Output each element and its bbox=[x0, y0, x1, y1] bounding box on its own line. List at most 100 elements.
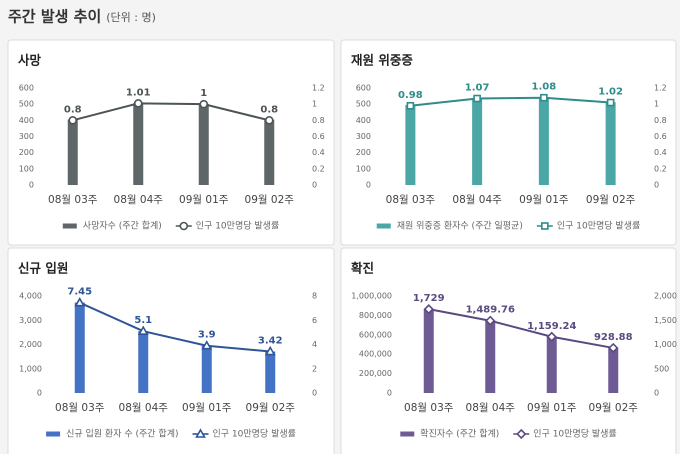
legend-item: 신규 입원 환자 수 (주간 합계) bbox=[46, 428, 179, 440]
chart-panel: 사망 0 100 200 300 400 500 600 0 0.2 0.4 0.6 0.8 1 1.2 08… bbox=[7, 39, 335, 246]
y2-tick-label: 0.6 bbox=[654, 132, 667, 141]
y2-tick-label: 0.6 bbox=[312, 132, 325, 141]
data-label: 0.8 bbox=[260, 104, 278, 115]
line-point bbox=[264, 116, 274, 125]
legend-label: 사망자수 (주간 합계) bbox=[83, 220, 162, 232]
y-tick-label: 100 bbox=[356, 164, 371, 173]
line-point bbox=[137, 325, 149, 335]
data-label: 1.08 bbox=[532, 82, 557, 93]
x-tick-label: 09월 02주 bbox=[245, 194, 295, 206]
legend-label: 확진자수 (주간 합계) bbox=[420, 428, 499, 440]
x-tick-label: 08월 03주 bbox=[48, 194, 98, 206]
y2-tick-label: 4 bbox=[312, 340, 317, 349]
legend-label: 인구 10만명당 발생률 bbox=[213, 429, 296, 440]
x-tick-label: 09월 01주 bbox=[527, 402, 577, 414]
y-tick-label: 500 bbox=[19, 100, 34, 109]
y2-tick-label: 0.2 bbox=[654, 164, 667, 173]
y2-tick-label: 0.8 bbox=[654, 116, 667, 125]
legend-item: 인구 10만명당 발생률 bbox=[513, 429, 617, 440]
y-tick-label: 400 bbox=[19, 116, 34, 125]
y-tick-label: 400,000 bbox=[359, 350, 392, 359]
x-tick-label: 09월 01주 bbox=[519, 194, 569, 206]
x-tick-label: 08월 03주 bbox=[404, 402, 454, 414]
legend-label: 재원 위중증 환자수 (주간 일평균) bbox=[397, 220, 523, 232]
line-point bbox=[546, 331, 557, 342]
x-tick-label: 08월 04주 bbox=[119, 402, 169, 414]
chart-panel: 재원 위중증 0 100 200 300 400 500 600 0 0.2 0.4 0.6 0.8 1 1… bbox=[340, 39, 677, 246]
page-title: 주간 발생 추이 bbox=[8, 8, 101, 26]
line-point bbox=[179, 221, 189, 231]
line-point bbox=[195, 428, 206, 438]
line-point bbox=[606, 98, 615, 107]
line-point bbox=[485, 315, 496, 326]
data-label: 7.45 bbox=[67, 287, 92, 298]
y2-tick-label: 0.4 bbox=[312, 148, 325, 157]
line bbox=[72, 102, 270, 122]
data-label: 1,729 bbox=[413, 293, 445, 304]
bar bbox=[423, 309, 434, 393]
line-point bbox=[608, 342, 619, 354]
data-label: 0.98 bbox=[398, 90, 423, 101]
y2-tick-label: 0.2 bbox=[312, 164, 325, 173]
legend-label: 인구 10만명당 발생률 bbox=[557, 221, 640, 232]
legend-item: 재원 위중증 환자수 (주간 일평균) bbox=[376, 220, 523, 232]
bar bbox=[67, 119, 78, 185]
x-tick-label: 08월 03주 bbox=[55, 402, 105, 414]
y2-tick-label: 2,000 bbox=[654, 292, 677, 301]
y-tick-label: 0 bbox=[387, 389, 392, 398]
legend-label: 신규 입원 환자 수 (주간 합계) bbox=[66, 428, 178, 440]
legend-item: 인구 10만명당 발생률 bbox=[536, 221, 640, 232]
line-point bbox=[201, 340, 213, 350]
y2-tick-label: 8 bbox=[312, 292, 317, 301]
legend-swatch bbox=[400, 431, 415, 437]
legend-item: 인구 10만명당 발생률 bbox=[192, 428, 296, 440]
bar bbox=[472, 98, 483, 185]
line-point bbox=[199, 99, 209, 109]
legend-swatch bbox=[62, 223, 77, 229]
y-tick-label: 600,000 bbox=[359, 330, 392, 339]
y-tick-label: 500 bbox=[356, 100, 371, 109]
bar bbox=[608, 347, 619, 393]
data-label: 1,489.76 bbox=[466, 305, 515, 316]
y2-tick-label: 1,000 bbox=[654, 340, 677, 349]
data-label: 3.9 bbox=[198, 330, 216, 341]
bar bbox=[405, 104, 416, 185]
bar bbox=[485, 320, 496, 393]
y-tick-label: 1,000,000 bbox=[351, 292, 392, 301]
line-point bbox=[68, 116, 78, 125]
x-tick-label: 09월 02주 bbox=[246, 402, 296, 414]
y-tick-label: 3,000 bbox=[19, 316, 42, 325]
bar bbox=[74, 302, 85, 393]
legend-item: 사망자수 (주간 합계) bbox=[62, 220, 162, 232]
data-label: 1.01 bbox=[126, 87, 151, 98]
chart-panel: 신규 입원 0 1,000 2,000 3,000 4,000 0 2 4 6 8 08월 03주 08… bbox=[7, 247, 335, 454]
panel-bg bbox=[7, 247, 335, 454]
line-point bbox=[264, 345, 276, 356]
bar bbox=[265, 351, 276, 393]
chart-title: 확진 bbox=[351, 261, 374, 276]
line-point bbox=[540, 93, 548, 102]
line-point bbox=[423, 304, 434, 315]
y2-tick-label: 0.8 bbox=[312, 116, 325, 125]
legend-label: 인구 10만명당 발생률 bbox=[533, 429, 616, 440]
y-tick-label: 400 bbox=[356, 116, 371, 125]
line-point bbox=[74, 297, 86, 307]
y2-tick-label: 2 bbox=[312, 364, 317, 373]
x-tick-label: 09월 01주 bbox=[179, 194, 229, 206]
line bbox=[410, 96, 611, 107]
line-point bbox=[473, 94, 481, 103]
panel-bg bbox=[340, 247, 677, 454]
bar bbox=[546, 336, 557, 393]
bar bbox=[605, 102, 616, 185]
y2-tick-label: 1.2 bbox=[654, 84, 667, 93]
x-tick-label: 09월 02주 bbox=[586, 194, 636, 206]
y-tick-label: 300 bbox=[19, 132, 34, 141]
y-tick-label: 1,000 bbox=[19, 364, 42, 373]
bar bbox=[133, 103, 144, 185]
x-tick-label: 08월 04주 bbox=[466, 402, 516, 414]
line-point bbox=[133, 99, 143, 108]
legend-item: 인구 10만명당 발생률 bbox=[175, 221, 279, 232]
line bbox=[79, 301, 271, 353]
